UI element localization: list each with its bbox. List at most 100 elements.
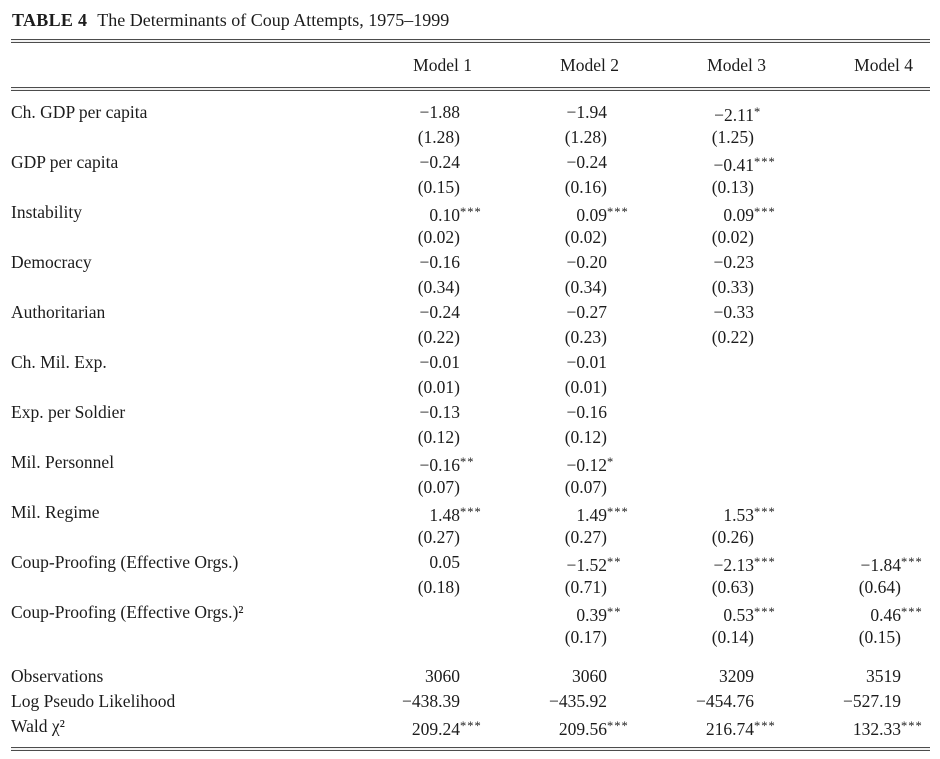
stat-cell: 132.33*** [784,714,931,739]
se-value: (0.26) [711,527,754,547]
stat-row: Log Pseudo Likelihood −438.39 −435.92 −4… [11,689,931,714]
stat-line: 3209 [637,664,784,689]
model-stats-rows: Observations 3060 3060 3209 3519 Log Pse… [11,664,930,739]
coef-line: 1.53*** [637,500,784,525]
significance-stars: *** [754,205,776,219]
empty-cell [637,350,784,400]
se-line: (0.13) [637,175,784,200]
se-line: (0.33) [637,275,784,300]
coef-line: −0.24 [345,300,490,325]
se-line: (0.22) [345,325,490,350]
se-value: (0.15) [858,627,901,647]
se-value: (0.07) [564,477,607,497]
column-header-model-4: Model 4 [854,54,913,75]
significance-stars: *** [754,505,776,519]
se-value: (0.12) [417,427,460,447]
coef-line: 1.49*** [490,500,637,525]
coef-value: 1.48 [429,505,460,525]
coef-value: −0.24 [419,152,461,172]
empty-cell [345,600,490,650]
significance-stars: *** [460,719,482,733]
coef-cell: 1.48*** (0.27) [345,500,490,550]
coef-cell: −0.41*** (0.13) [637,150,784,200]
coef-cell: −0.24 (0.15) [345,150,490,200]
empty-cell [637,450,784,500]
header-row: Model 1 Model 2 Model 3 Model 4 [11,43,931,87]
stat-line: 209.56*** [490,714,637,739]
coef-line: 0.09*** [490,200,637,225]
table-row: Instability 0.10*** (0.02) 0.09*** (0.02… [11,200,931,250]
coef-value: −0.23 [713,252,755,272]
coef-cell: −0.24 (0.16) [490,150,637,200]
table-row: Coup-Proofing (Effective Orgs.) 0.05 (0.… [11,550,931,600]
se-line: (0.15) [345,175,490,200]
coef-cell: 0.39** (0.17) [490,600,637,650]
coef-value: −0.16 [566,402,608,422]
se-value: (0.27) [564,527,607,547]
coef-value: −0.01 [566,352,608,372]
significance-stars: *** [901,555,923,569]
coef-line: −0.24 [490,150,637,175]
significance-stars: *** [607,719,629,733]
coef-value: −0.01 [419,352,461,372]
se-line: (0.17) [490,625,637,650]
stat-value: −454.76 [696,691,754,711]
row-label: Exp. per Soldier [11,402,126,422]
coef-line: −0.33 [637,300,784,325]
coef-value: −0.13 [419,402,461,422]
se-line: (0.27) [490,525,637,550]
se-line: (0.02) [345,225,490,250]
se-value: (0.23) [564,327,607,347]
stat-cell: 209.56*** [490,714,637,739]
se-value: (1.25) [711,127,754,147]
se-value: (0.34) [417,277,460,297]
stat-label: Wald χ² [11,716,65,736]
coef-line: −1.94 [490,100,637,125]
coef-line: −0.16 [345,250,490,275]
coef-value: −1.84 [860,555,902,575]
coef-line: 0.46*** [784,600,931,625]
stat-row: Wald χ² 209.24*** 209.56*** 216.74*** 13… [11,714,931,739]
stat-cell: 209.24*** [345,714,490,739]
significance-stars: ** [460,455,475,469]
se-value: (0.02) [564,227,607,247]
coef-value: −1.94 [566,102,608,122]
coef-line: −2.11* [637,100,784,125]
empty-cell [784,350,931,400]
table-caption: The Determinants of Coup Attempts, 1975–… [97,10,450,30]
coef-line: −1.88 [345,100,490,125]
coef-cell: −0.16** (0.07) [345,450,490,500]
coef-cell: 0.09*** (0.02) [637,200,784,250]
stat-value: 3060 [572,666,607,686]
se-value: (0.27) [417,527,460,547]
se-line: (1.25) [637,125,784,150]
se-line: (0.01) [490,375,637,400]
se-value: (0.02) [711,227,754,247]
significance-stars: *** [460,205,482,219]
coef-value: 0.09 [576,205,607,225]
coef-line: −0.16** [345,450,490,475]
se-line: (0.15) [784,625,931,650]
table-row: Democracy −0.16 (0.34) −0.20 (0.34) −0.2… [11,250,931,300]
table-row: Ch. GDP per capita −1.88 (1.28) −1.94 (1… [11,100,931,150]
coef-line: −0.13 [345,400,490,425]
bottom-rule [11,747,930,751]
stat-value: −435.92 [549,691,607,711]
empty-cell [637,400,784,450]
stat-value: 209.56 [558,719,607,739]
column-header-model-2: Model 2 [560,54,619,75]
se-value: (0.16) [564,177,607,197]
stat-cell: 216.74*** [637,714,784,739]
coef-value: −0.12 [566,455,608,475]
se-line: (0.07) [490,475,637,500]
table-row: Authoritarian −0.24 (0.22) −0.27 (0.23) … [11,300,931,350]
coef-cell: −0.01 (0.01) [490,350,637,400]
row-label: GDP per capita [11,152,119,172]
coef-value: 1.53 [723,505,754,525]
coef-cell: −2.11* (1.25) [637,100,784,150]
row-label: Instability [11,202,82,222]
significance-stars: *** [460,505,482,519]
coef-cell: 1.53*** (0.26) [637,500,784,550]
table-row: Exp. per Soldier −0.13 (0.12) −0.16 (0.1… [11,400,931,450]
se-line: (0.12) [490,425,637,450]
